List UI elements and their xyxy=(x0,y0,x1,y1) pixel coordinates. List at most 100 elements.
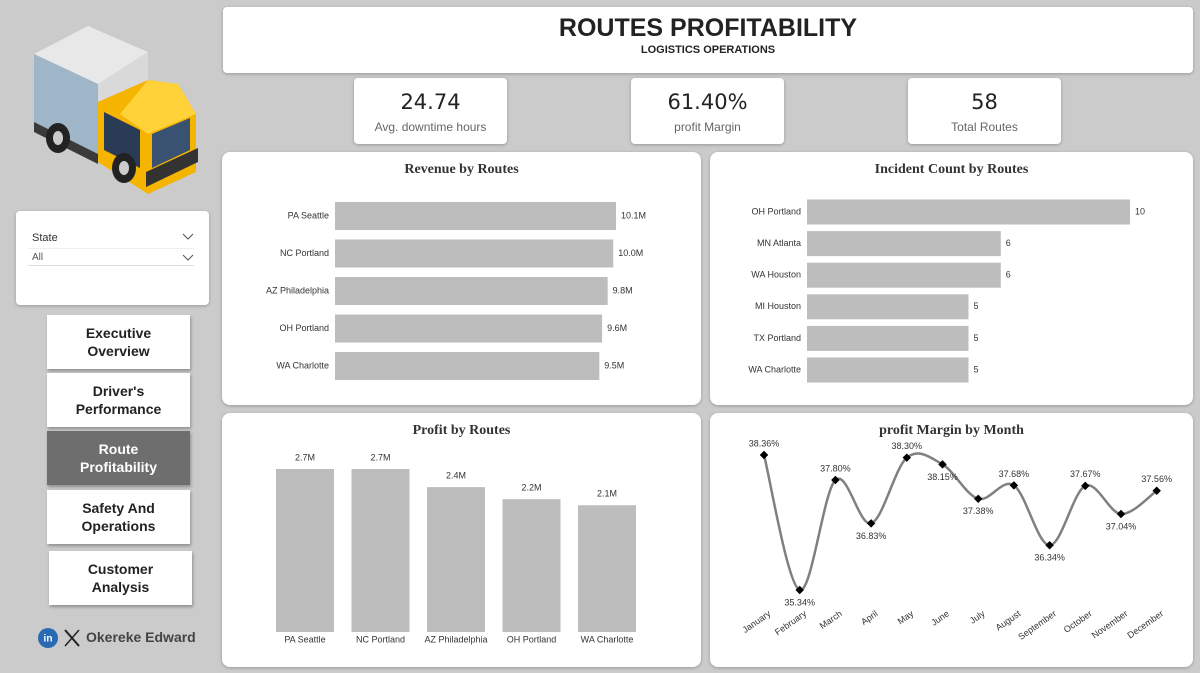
chart-title: Incident Count by Routes xyxy=(875,162,1029,177)
marker xyxy=(831,475,840,485)
nav-button[interactable]: Executive Overview xyxy=(47,315,190,369)
category-label: WA Charlotte xyxy=(276,360,329,370)
filter-card: State All xyxy=(16,211,209,305)
bar xyxy=(276,469,334,632)
kpi-card: 58 Total Routes xyxy=(908,78,1061,144)
kpi-card: 61.40% profit Margin xyxy=(631,78,784,144)
category-label: December xyxy=(1125,608,1165,640)
category-label: MI Houston xyxy=(755,301,801,311)
chart-title: Revenue by Routes xyxy=(404,162,519,177)
bar xyxy=(335,202,616,230)
category-label: WA Charlotte xyxy=(748,364,801,374)
data-label: 9.8M xyxy=(613,285,633,295)
marker xyxy=(1116,509,1126,519)
kpi-card: 24.74 Avg. downtime hours xyxy=(354,78,507,144)
bar xyxy=(335,352,600,380)
category-label: November xyxy=(1090,608,1130,640)
kpi-label: profit Margin xyxy=(674,120,741,134)
data-label: 35.34% xyxy=(784,597,815,607)
bar xyxy=(807,325,969,351)
chart: Revenue by Routes PA Seattle 10.1M NC Portl… xyxy=(266,162,646,380)
data-label: 37.38% xyxy=(963,506,994,516)
svg-text:in: in xyxy=(44,634,53,645)
category-label: September xyxy=(1016,608,1058,641)
marker xyxy=(759,450,769,460)
nav-button[interactable]: Customer Analysis xyxy=(49,551,192,605)
kpi-value: 61.40% xyxy=(667,90,748,114)
category-label: February xyxy=(773,608,809,637)
kpi-label: Avg. downtime hours xyxy=(374,120,487,134)
nav-button[interactable]: Route Profitability xyxy=(47,431,190,485)
social-icons: in xyxy=(38,628,80,648)
chevron[interactable] xyxy=(182,231,194,241)
data-label: 36.83% xyxy=(856,531,887,541)
page-subtitle: LOGISTICS OPERATIONS xyxy=(640,44,776,56)
filter-dropdown[interactable]: All xyxy=(28,248,194,266)
nav-button[interactable]: Driver's Performance xyxy=(47,373,190,427)
category-label: NC Portland xyxy=(280,248,329,258)
category-label: PA Seattle xyxy=(288,210,329,220)
data-label: 5 xyxy=(974,364,979,374)
bar xyxy=(807,294,969,320)
marker xyxy=(973,494,983,504)
chart: Profit by Routes 2.7M PA Seattle 2.7M NC Por… xyxy=(276,423,636,644)
marker xyxy=(1045,541,1054,550)
data-label: 38.15% xyxy=(927,472,958,482)
chart-card: Profit by Routes 2.7M PA Seattle 2.7M NC Por… xyxy=(222,413,701,667)
category-label: May xyxy=(896,608,916,626)
chart-title: Profit by Routes xyxy=(413,423,511,438)
category-label: NC Portland xyxy=(356,634,405,644)
author: Okereke Edward xyxy=(86,629,196,645)
category-label: June xyxy=(929,608,951,627)
filter-label: State xyxy=(32,232,58,244)
chart: Incident Count by Routes OH Portland 10 MN … xyxy=(748,162,1145,383)
data-label: 6 xyxy=(1006,238,1011,248)
bar xyxy=(807,231,1001,257)
category-label: AZ Philadelphia xyxy=(266,285,329,295)
kpi-value: 24.74 xyxy=(400,90,461,114)
chart: profit Margin by Month 38.36% January 35.34… xyxy=(741,423,1172,642)
bar xyxy=(351,469,410,632)
marker xyxy=(1152,486,1161,496)
category-label: PA Seattle xyxy=(284,634,325,644)
data-label: 10 xyxy=(1135,206,1145,216)
data-label: 38.36% xyxy=(749,438,780,448)
data-label: 2.2M xyxy=(521,483,541,493)
category-label: August xyxy=(994,608,1023,633)
data-label: 36.34% xyxy=(1034,553,1065,563)
data-label: 2.1M xyxy=(597,489,617,499)
category-label: OH Portland xyxy=(279,323,329,333)
header-card: ROUTES PROFITABILITY LOGISTICS OPERATION… xyxy=(223,7,1193,73)
category-label: OH Portland xyxy=(751,206,801,216)
category-label: WA Charlotte xyxy=(581,634,634,644)
data-label: 2.7M xyxy=(295,452,315,462)
category-label: AZ Philadelphia xyxy=(424,634,487,644)
nav-button[interactable]: Safety And Operations xyxy=(47,490,190,544)
marker xyxy=(1009,481,1019,490)
chart-title: profit Margin by Month xyxy=(879,423,1024,438)
category-label: October xyxy=(1062,608,1094,635)
category-label: March xyxy=(818,608,844,631)
bar xyxy=(807,262,1001,288)
data-label: 37.80% xyxy=(820,463,851,473)
data-label: 5 xyxy=(974,333,979,343)
bar xyxy=(807,357,969,383)
chevron[interactable] xyxy=(182,252,194,262)
truck-illustration xyxy=(34,26,198,194)
bar xyxy=(578,505,636,632)
category-label: April xyxy=(859,608,879,627)
data-label: 37.56% xyxy=(1141,474,1172,484)
category-label: OH Portland xyxy=(507,634,557,644)
page-title: ROUTES PROFITABILITY xyxy=(558,14,858,42)
kpi-label: Total Routes xyxy=(951,120,1018,134)
data-label: 38.30% xyxy=(892,441,923,451)
marker xyxy=(1081,481,1090,491)
data-label: 5 xyxy=(974,301,979,311)
bar xyxy=(335,239,614,268)
category-label: January xyxy=(741,608,773,635)
chart-card: Incident Count by Routes OH Portland 10 MN … xyxy=(710,152,1193,405)
bar xyxy=(427,487,485,632)
data-label: 2.4M xyxy=(446,470,466,480)
category-label: July xyxy=(968,608,987,626)
